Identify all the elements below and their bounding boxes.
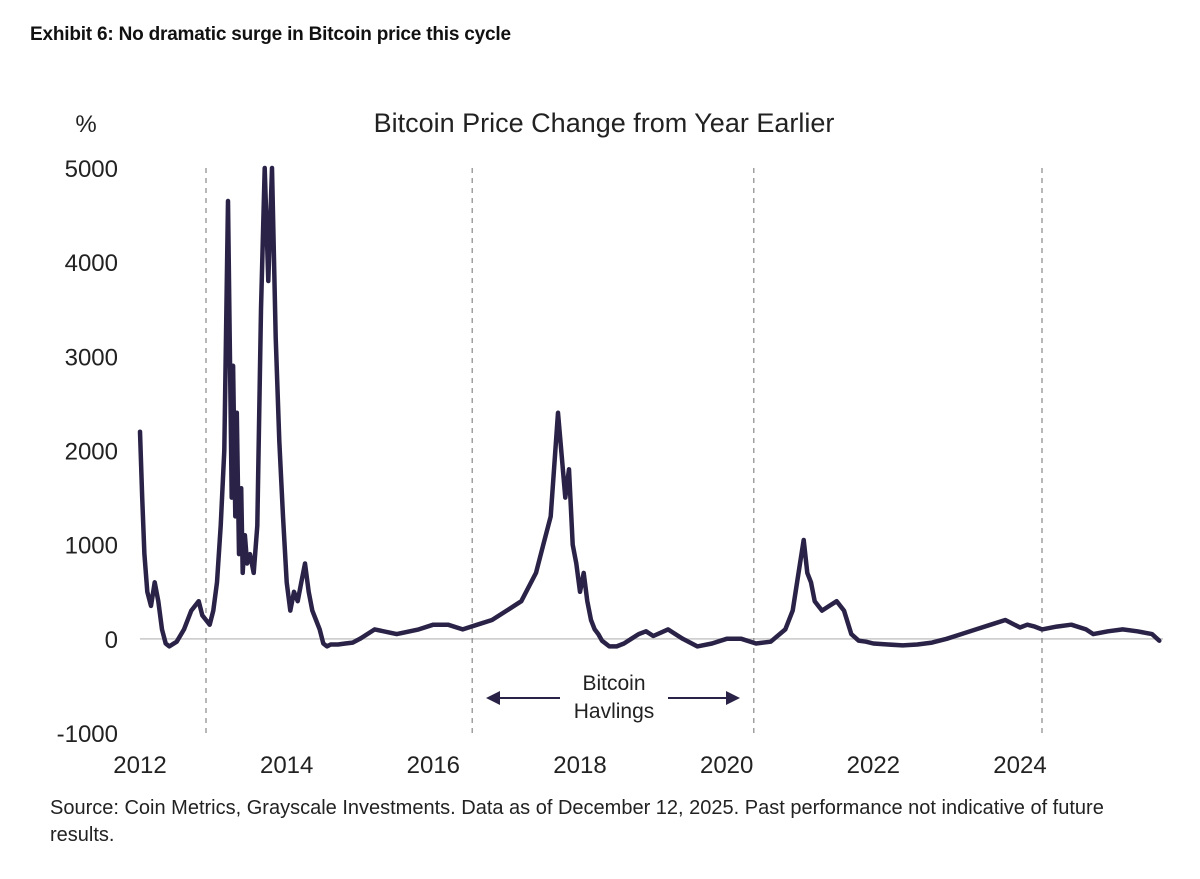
- x-tick-label: 2016: [407, 752, 460, 779]
- chart-title: Bitcoin Price Change from Year Earlier: [374, 108, 835, 138]
- x-tick-label: 2012: [113, 752, 166, 779]
- y-tick-label: 4000: [65, 250, 118, 277]
- x-tick-label: 2020: [700, 752, 753, 779]
- source-note: Source: Coin Metrics, Grayscale Investme…: [50, 797, 1104, 846]
- x-axis: 2012 2014 2016 2018 2020 2022 2024: [113, 752, 1046, 779]
- series-line-1: [137, 165, 1162, 649]
- y-tick-label: 3000: [65, 344, 118, 371]
- arrow-left-head: [486, 691, 500, 705]
- halving-lines: [205, 168, 1043, 733]
- x-tick-label: 2022: [847, 752, 900, 779]
- arrow-right-head: [726, 691, 740, 705]
- x-tick-label: 2014: [260, 752, 313, 779]
- exhibit-title: Exhibit 6: No dramatic surge in Bitcoin …: [30, 24, 511, 45]
- x-tick-label: 2018: [553, 752, 606, 779]
- x-tick-label: 2024: [993, 752, 1046, 779]
- annotation-line-2: Havlings: [574, 700, 655, 723]
- halving-annotation: Bitcoin Havlings: [486, 672, 740, 723]
- y-tick-label: 2000: [65, 439, 118, 466]
- y-tick-label: -1000: [57, 721, 118, 748]
- y-tick-label: 0: [105, 627, 118, 654]
- series-group: [137, 165, 1162, 649]
- y-tick-label: 1000: [65, 533, 118, 560]
- y-axis: 5000 4000 3000 2000 1000 0 -1000: [57, 156, 118, 748]
- y-tick-label: 5000: [65, 156, 118, 183]
- y-axis-unit-label: %: [75, 111, 96, 138]
- annotation-line-1: Bitcoin: [582, 672, 645, 695]
